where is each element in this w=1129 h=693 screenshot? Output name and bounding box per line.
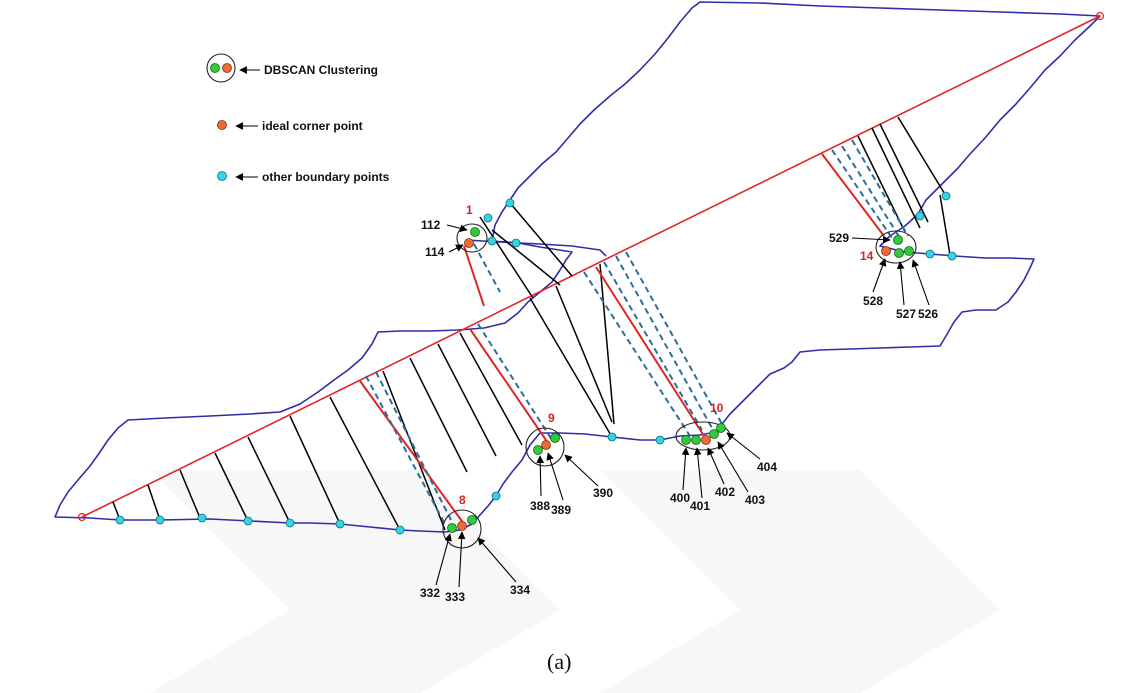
point-label-332: 332 (420, 586, 440, 600)
cluster-group-8: 8 332 333 334 (420, 493, 530, 604)
figure-caption: (a) (547, 649, 571, 674)
ideal-perpendicular-lines (359, 153, 885, 525)
point-label-403: 403 (745, 493, 765, 507)
legend-item-other: other boundary points (217, 170, 390, 184)
point-label-334: 334 (510, 583, 530, 597)
point-label-114: 114 (425, 245, 445, 259)
baseline (81, 15, 1101, 518)
legend-label-ideal: ideal corner point (262, 119, 363, 133)
legend-label-dbscan: DBSCAN Clustering (264, 63, 378, 77)
point-label-529: 529 (829, 231, 849, 245)
point-label-526: 526 (918, 307, 938, 321)
point-label-333: 333 (445, 590, 465, 604)
point-label-528: 528 (863, 294, 883, 308)
legend-item-dbscan: DBSCAN Clustering (206, 53, 378, 83)
baseline-start-marker (77, 512, 87, 522)
group-number-10: 10 (710, 401, 724, 415)
point-label-401: 401 (690, 499, 710, 513)
point-label-388: 388 (530, 499, 550, 513)
cluster-group-9: 9 388 389 390 (525, 411, 613, 517)
group-number-14: 14 (860, 249, 874, 263)
group-number-1: 1 (466, 203, 473, 217)
watermark (150, 470, 1000, 693)
legend-label-other: other boundary points (262, 170, 390, 184)
cluster-group-10: 10 400 401 402 403 404 (670, 401, 777, 513)
point-label-404: 404 (757, 460, 777, 474)
cluster-group-1: 1 112 114 (421, 203, 488, 259)
group-number-9: 9 (548, 411, 555, 425)
other-boundary-points (115, 191, 957, 535)
cluster-group-14: 14 529 528 527 526 (829, 230, 938, 321)
point-label-402: 402 (715, 485, 735, 499)
parcel-boundary (54, 1, 1101, 533)
legend: DBSCAN Clustering ideal corner point oth… (206, 53, 390, 184)
group-number-8: 8 (459, 493, 466, 507)
point-label-527: 527 (896, 307, 916, 321)
dashed-lines (365, 139, 909, 527)
point-label-112: 112 (421, 218, 441, 232)
perpendicular-lines (112, 116, 951, 531)
point-label-389: 389 (551, 503, 571, 517)
point-label-390: 390 (593, 486, 613, 500)
inner-edge (465, 239, 607, 257)
point-label-400: 400 (670, 491, 690, 505)
legend-item-ideal: ideal corner point (217, 119, 363, 133)
baseline-end-marker (1095, 11, 1105, 21)
